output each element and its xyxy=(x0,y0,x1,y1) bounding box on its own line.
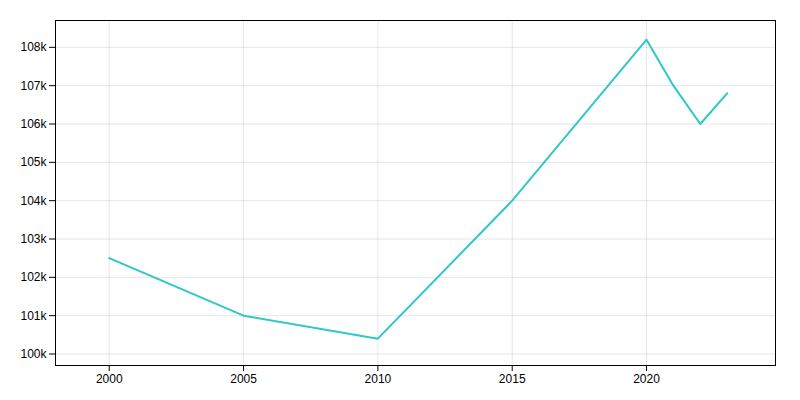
svg-text:2005: 2005 xyxy=(230,372,257,386)
svg-text:2020: 2020 xyxy=(633,372,660,386)
svg-text:103k: 103k xyxy=(20,232,47,246)
svg-text:105k: 105k xyxy=(20,155,47,169)
svg-text:2010: 2010 xyxy=(365,372,392,386)
svg-text:108k: 108k xyxy=(20,40,47,54)
svg-text:2000: 2000 xyxy=(96,372,123,386)
svg-text:2015: 2015 xyxy=(499,372,526,386)
svg-text:104k: 104k xyxy=(20,194,47,208)
svg-text:106k: 106k xyxy=(20,117,47,131)
svg-text:100k: 100k xyxy=(20,347,47,361)
svg-text:102k: 102k xyxy=(20,270,47,284)
svg-text:101k: 101k xyxy=(20,309,47,323)
svg-text:107k: 107k xyxy=(20,79,47,93)
